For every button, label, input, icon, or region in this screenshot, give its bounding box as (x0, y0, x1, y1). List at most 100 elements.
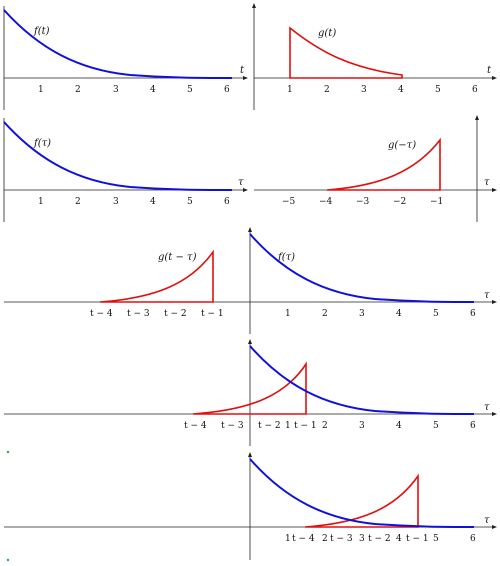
p7-tick-t-minus-3: t − 3 (330, 534, 353, 544)
p1-tick-1: 1 (38, 85, 44, 95)
p1-tick-4: 4 (150, 85, 156, 95)
p1-tick-6: 6 (224, 85, 230, 95)
p4-tick-labels: −5 −4 −3 −2 −1 (282, 197, 443, 207)
p5-tick-t-minus-3: t − 3 (127, 309, 150, 319)
p6-y-arrow (248, 339, 252, 344)
p1-f-curve (3, 9, 233, 79)
p7-tick-2: 2 (322, 534, 328, 544)
p7-tick-1: 1 (285, 534, 291, 544)
p6-tick-t-minus-4: t − 4 (184, 421, 207, 431)
p5-tick-t-minus-4: t − 4 (90, 309, 113, 319)
p7-axis-variable: τ (484, 515, 490, 526)
p6-tick-1: 1 (285, 421, 291, 431)
panel-g-of-t: g(t) t 1 2 3 4 5 6 (252, 3, 497, 110)
p4-function-label: g(−τ) (388, 140, 416, 151)
p2-tick-labels: 1 2 3 4 5 6 (287, 85, 478, 95)
p5-y-arrow (248, 227, 252, 232)
p5-tick-1: 1 (285, 309, 291, 319)
p6-tick-t-minus-2: t − 2 (258, 421, 281, 431)
p7-f-curve (249, 458, 475, 528)
p2-tick-2: 2 (324, 85, 330, 95)
p6-tick-t-minus-1: t − 1 (294, 421, 317, 431)
p2-tick-3: 3 (361, 85, 367, 95)
p4-tick-minus-2: −2 (393, 197, 406, 207)
panel-g-of-minus-tau: g(−τ) τ −5 −4 −3 −2 −1 (254, 115, 497, 222)
p1-x-arrow (243, 76, 248, 80)
p4-tick-minus-3: −3 (356, 197, 370, 207)
p5-g-shifted-shape (99, 249, 214, 303)
panel-shift-2: τ t − 4 t − 3 t − 2 t − 1 1 2 3 4 5 6 (4, 339, 497, 446)
p3-tick-labels: 1 2 3 4 5 6 (38, 197, 230, 207)
p1-function-label: f(t) (33, 26, 50, 37)
p6-tick-t-minus-3: t − 3 (221, 421, 244, 431)
p2-tick-1: 1 (287, 85, 293, 95)
p4-x-arrow (492, 188, 497, 192)
p7-tick-t-minus-1: t − 1 (406, 534, 429, 544)
marker-dot-2 (6, 558, 10, 562)
marker-dot-1 (6, 450, 10, 454)
p1-tick-2: 2 (75, 85, 81, 95)
p6-tick-5: 5 (433, 421, 439, 431)
p4-tick-minus-1: −1 (430, 197, 443, 207)
p6-axis-variable: τ (484, 402, 490, 413)
p5-tick-6: 6 (470, 309, 476, 319)
p3-axis-variable: τ (238, 177, 244, 188)
p2-y-arrow (252, 3, 256, 8)
p2-tick-5: 5 (435, 85, 441, 95)
p6-x-arrow (492, 412, 497, 416)
p5-g-label: g(t − τ) (158, 252, 197, 263)
p3-x-arrow (243, 188, 248, 192)
p5-x-arrow (492, 300, 497, 304)
p6-tick-4: 4 (396, 421, 402, 431)
p3-tick-1: 1 (38, 197, 44, 207)
p4-axis-variable: τ (484, 177, 490, 188)
p6-tick-2: 2 (322, 421, 328, 431)
p3-f-curve (3, 121, 233, 191)
p7-tick-6: 6 (470, 534, 476, 544)
p6-g-shifted-shape (192, 361, 307, 415)
p4-g-reflected-shape (326, 137, 441, 191)
p5-shift-tick-labels: t − 4 t − 3 t − 2 t − 1 (90, 309, 224, 319)
p7-tick-t-minus-2: t − 2 (368, 534, 391, 544)
p5-tick-t-minus-1: t − 1 (201, 309, 224, 319)
p2-tick-4: 4 (398, 85, 404, 95)
p2-function-label: g(t) (318, 28, 336, 39)
p6-f-curve (249, 345, 475, 415)
p7-tick-3: 3 (359, 534, 365, 544)
p4-tick-minus-4: −4 (319, 197, 333, 207)
p3-tick-4: 4 (150, 197, 156, 207)
p4-y-arrow (475, 115, 479, 120)
p1-axis-variable: t (240, 65, 245, 76)
p4-tick-minus-5: −5 (282, 197, 296, 207)
panel-shift-3: τ t − 4 t − 3 t − 2 t − 1 1 2 3 4 5 6 (4, 452, 497, 560)
p7-tick-5: 5 (433, 534, 439, 544)
p3-tick-6: 6 (224, 197, 230, 207)
p2-x-arrow (492, 76, 497, 80)
p3-tick-3: 3 (113, 197, 119, 207)
p2-tick-6: 6 (472, 85, 478, 95)
p7-g-shifted-shape (304, 473, 419, 528)
p5-tick-labels: 1 2 3 4 5 6 (285, 309, 476, 319)
p5-tick-3: 3 (359, 309, 365, 319)
p5-f-curve (249, 233, 475, 303)
p5-tick-4: 4 (396, 309, 402, 319)
p7-tick-t-minus-4: t − 4 (292, 534, 315, 544)
p6-tick-3: 3 (359, 421, 365, 431)
p7-y-arrow (248, 452, 252, 457)
p7-x-arrow (492, 525, 497, 529)
p5-f-label: f(τ) (277, 252, 295, 263)
p6-tick-labels: 1 2 3 4 5 6 (285, 421, 476, 431)
p3-function-label: f(τ) (33, 138, 51, 149)
p1-tick-labels: 1 2 3 4 5 6 (38, 85, 230, 95)
p5-tick-t-minus-2: t − 2 (164, 309, 187, 319)
p2-g-shape (289, 26, 403, 79)
panel-f-of-t: f(t) t 1 2 3 4 5 6 (3, 6, 248, 110)
p3-tick-5: 5 (187, 197, 193, 207)
p1-tick-3: 3 (113, 85, 119, 95)
p6-tick-6: 6 (470, 421, 476, 431)
panel-f-of-tau: f(τ) τ 1 2 3 4 5 6 (3, 118, 248, 222)
p6-shift-tick-labels: t − 4 t − 3 t − 2 t − 1 (184, 421, 317, 431)
p5-tick-5: 5 (433, 309, 439, 319)
p5-axis-variable: τ (484, 290, 490, 301)
